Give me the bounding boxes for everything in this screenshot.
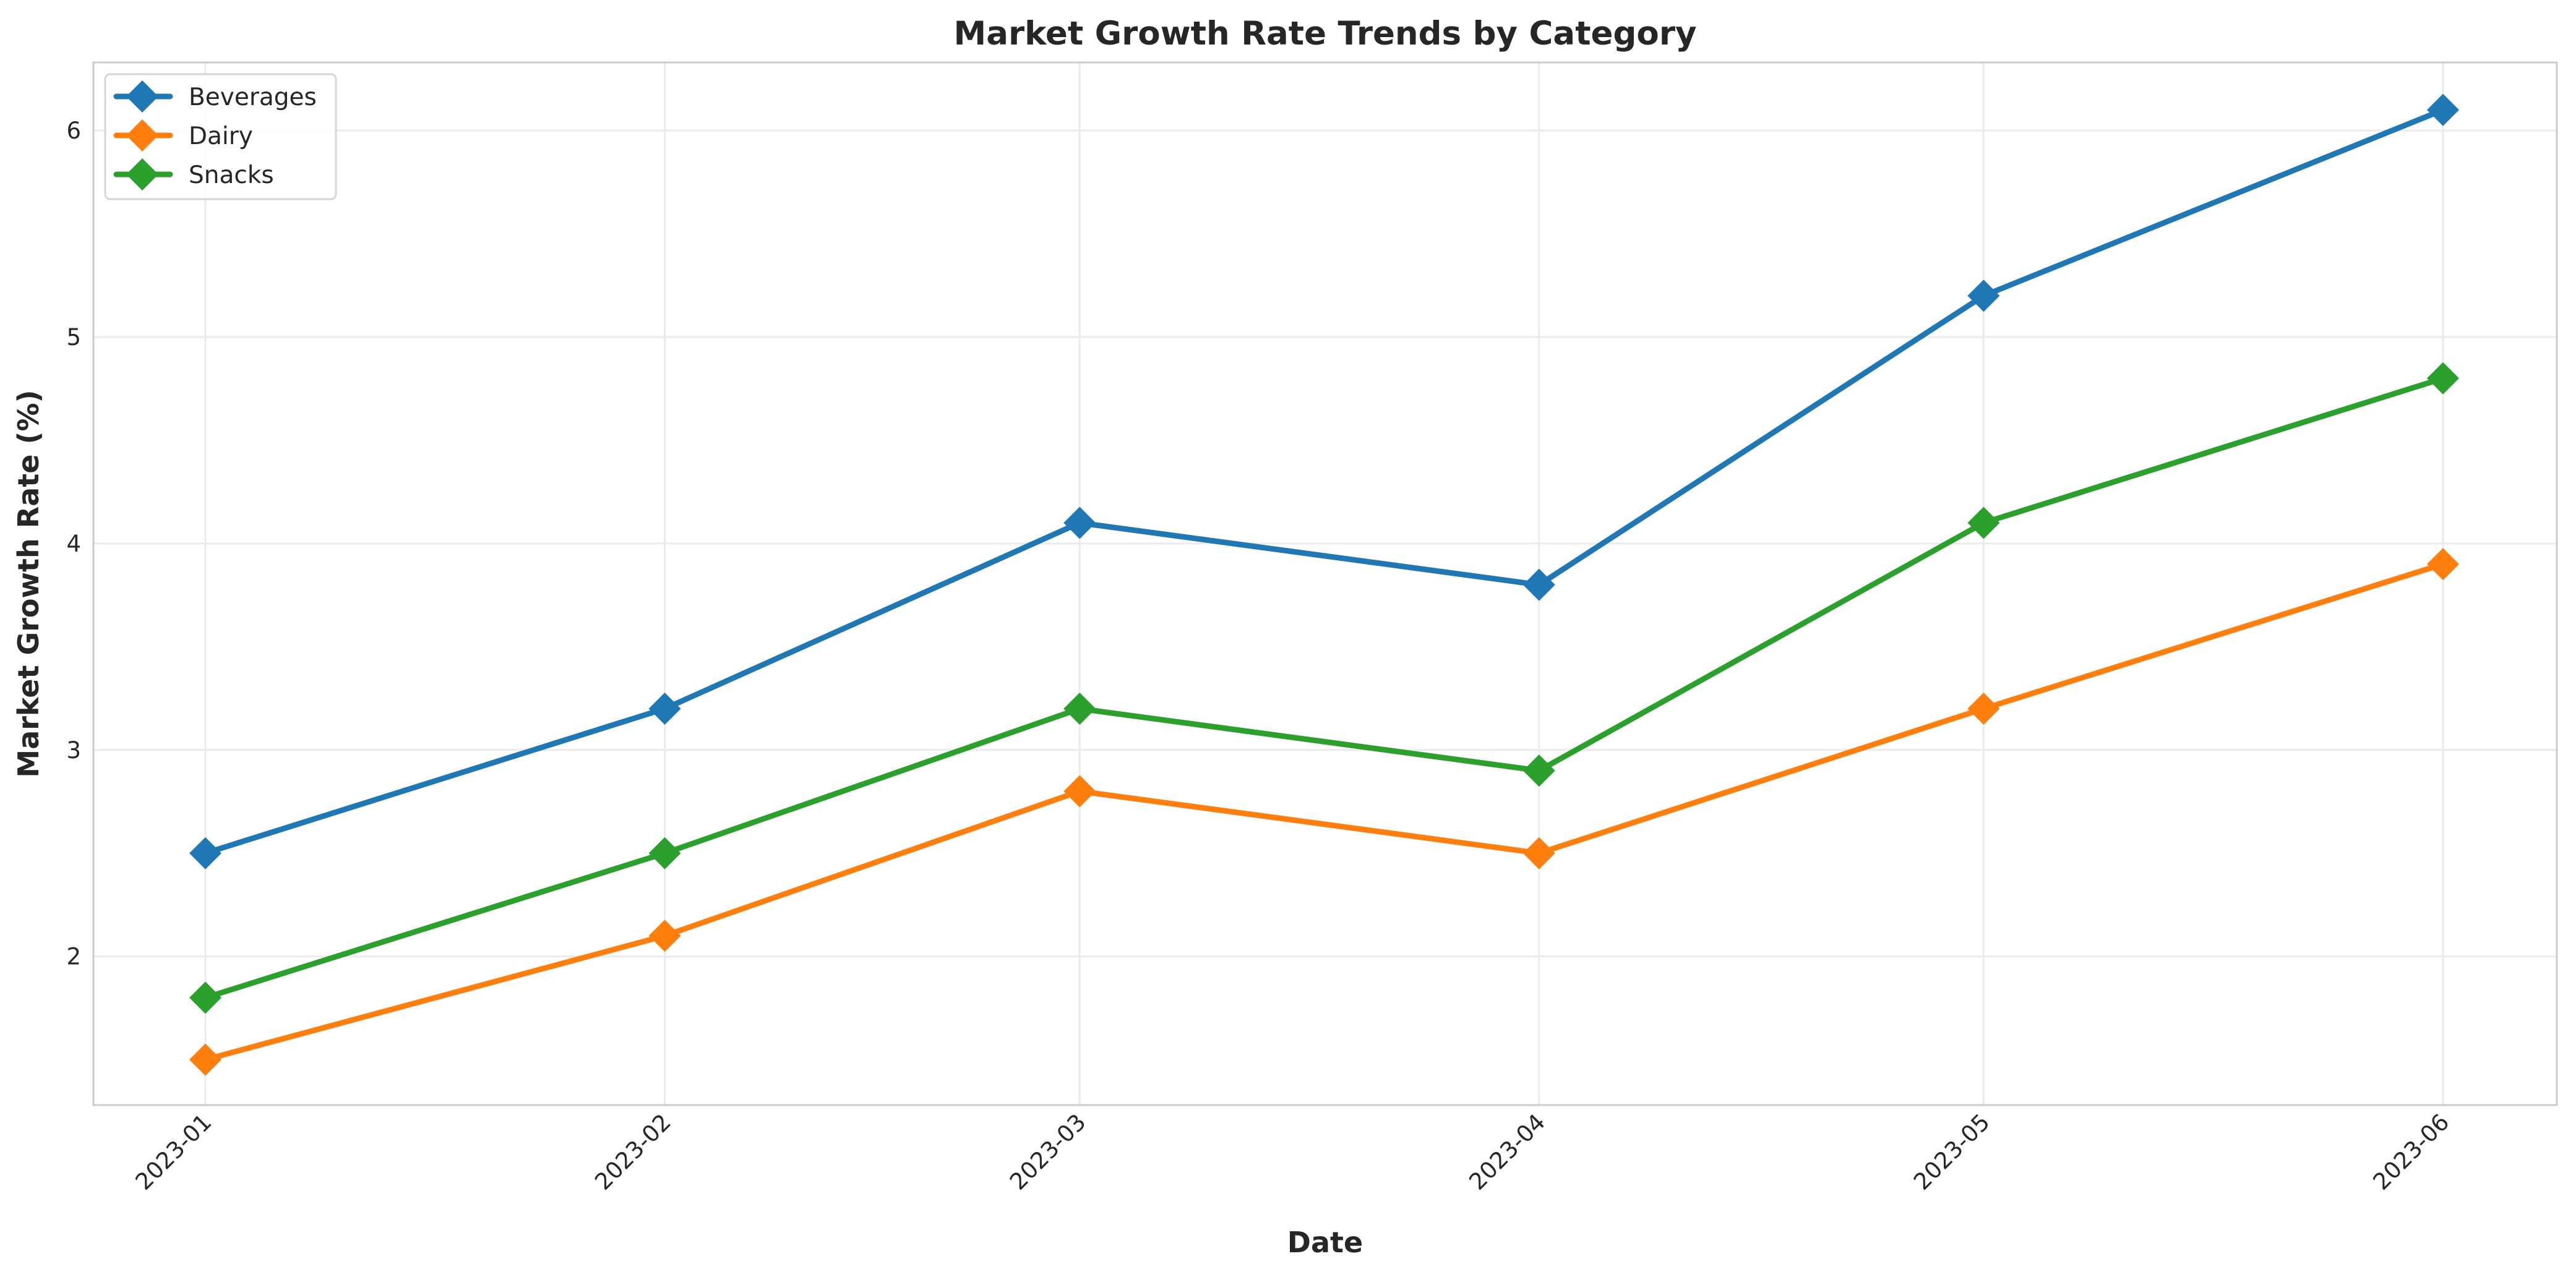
legend-label: Snacks [189, 161, 274, 189]
legend-item-dairy: Dairy [113, 119, 253, 152]
legend-marker [126, 119, 158, 152]
grid [93, 62, 2557, 1105]
data-point [1522, 837, 1555, 869]
data-point [1522, 568, 1555, 601]
data-point [1063, 775, 1096, 808]
data-point [189, 1043, 221, 1076]
series-line [202, 107, 2446, 856]
legend-marker [126, 158, 158, 190]
data-point [1967, 506, 2000, 539]
data-point [189, 981, 221, 1014]
y-tick-label: 4 [66, 531, 81, 557]
data-point [189, 837, 221, 869]
series-snacks [189, 362, 2459, 1014]
data-point [2427, 548, 2459, 581]
data-point [2427, 93, 2459, 126]
series-layer [189, 93, 2459, 1076]
legend-item-beverages: Beverages [113, 80, 317, 113]
data-point [648, 692, 681, 725]
y-tick-label: 3 [66, 737, 81, 764]
plot-frame [92, 61, 2558, 1106]
legend-label: Dairy [189, 122, 253, 150]
y-tick-label: 5 [66, 324, 81, 351]
legend: Beverages Dairy Snacks [104, 73, 337, 200]
legend-marker [126, 80, 158, 113]
series-dairy [189, 548, 2459, 1076]
data-point [1967, 280, 2000, 312]
y-axis-label: Market Growth Rate (%) [12, 390, 45, 777]
data-point [648, 920, 681, 952]
data-point [2427, 362, 2459, 395]
chart-title: Market Growth Rate Trends by Category [953, 15, 1696, 53]
data-point [648, 837, 681, 869]
legend-label: Beverages [189, 83, 317, 111]
x-axis-label: Date [1287, 1226, 1363, 1259]
data-point [1967, 692, 2000, 725]
series-line [202, 375, 2446, 1001]
y-tick-label: 2 [66, 944, 81, 970]
series-line [202, 561, 2446, 1063]
data-point [1063, 506, 1096, 539]
series-beverages [189, 93, 2459, 869]
y-tick-label: 6 [66, 117, 81, 144]
legend-frame [104, 73, 337, 200]
data-point [1522, 754, 1555, 787]
data-point [1063, 692, 1096, 725]
legend-item-snacks: Snacks [113, 158, 274, 190]
